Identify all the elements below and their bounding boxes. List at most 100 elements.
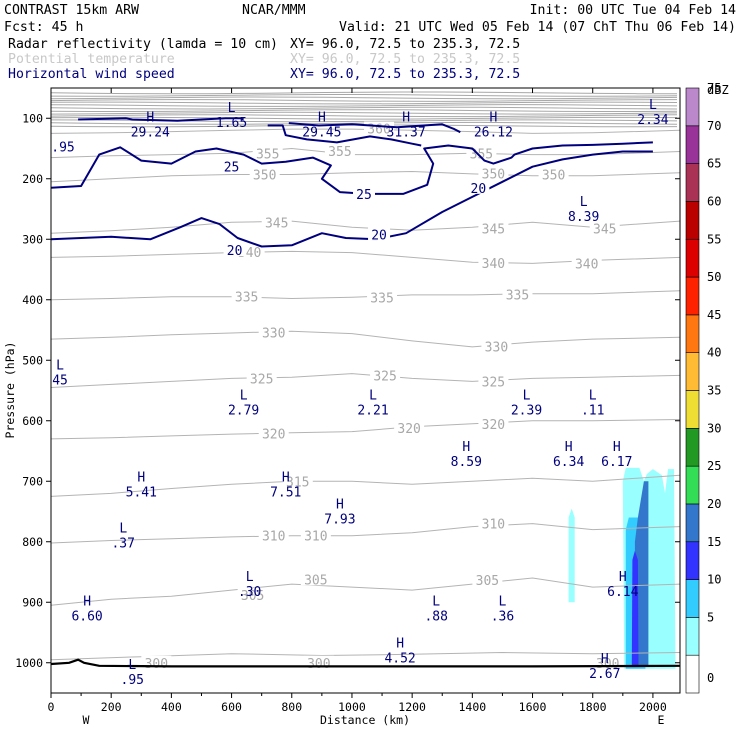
extremum-value-10: 2.21 [357,404,388,419]
theta-label-300-0: 300 [145,657,168,672]
colorbar-label-5: 5 [707,610,714,624]
theta-band-line-2 [51,96,678,100]
x-end-label-west: W [83,713,90,727]
extremum-value-6: 26.12 [474,125,513,140]
extremum-type-27: L [128,658,136,673]
model-title: CONTRAST 15km ARW [4,3,139,18]
theta-label-350-0: 350 [253,169,276,184]
colorbar-swatch-20 [685,503,700,543]
theta-label-bg [367,290,398,304]
colorbar-label-60: 60 [707,194,721,208]
colorbar-swatch-65 [685,163,700,202]
theta-label-bg [252,146,283,160]
extremum-type-21: H [619,570,627,585]
theta-label-bg [258,325,289,339]
x-tick-label-800: 800 [281,700,302,714]
colorbar-swatch-15 [685,541,700,580]
x-end-label-east: E [658,713,665,727]
extremum-type-17: H [282,470,290,485]
colorbar-label-40: 40 [707,346,721,360]
theta-label-bg [300,572,331,586]
theta-label-305-2: 305 [476,574,499,589]
theta-label-355-0: 355 [256,147,279,162]
wind-contour-25c [288,122,461,134]
extremum-value-1: 2.34 [637,113,668,128]
theta-label-325-1: 325 [373,369,396,384]
theta-band-line-8 [51,111,678,115]
y-axis: 100 200 300 400 500 600 700 800 900 1000 [15,111,680,670]
wind-label-bg [223,243,246,257]
theta-line-340 [51,250,680,264]
theta-band-line-9 [51,114,678,118]
y-tick-label-700: 700 [22,474,43,488]
colorbar-swatch-25 [685,465,700,505]
theta-line-345 [51,220,680,234]
theta-line-330 [51,330,680,348]
extremum-type-24: L [499,594,507,609]
field-xy-reflectivity: XY= 96.0, 72.5 to 235.3, 72.5 [290,37,520,52]
colorbar-unit: dBZ [707,83,729,97]
theta-label-310-1: 310 [304,530,327,545]
theta-label-bg [237,587,268,601]
theta-label-325-0: 325 [250,372,273,387]
x-tick-label-600: 600 [221,700,242,714]
theta-label-bg [249,167,280,181]
x-tick-label-200: 200 [101,700,122,714]
y-tick-label-600: 600 [22,414,43,428]
theta-label-bg [589,221,620,235]
reflectivity-region-20dbz-4 [631,550,639,666]
colorbar-swatch-5 [685,617,700,656]
theta-band-line-10 [51,116,678,120]
x-tick-label-2000: 2000 [639,700,667,714]
x-axis: 0 200 400 600 800 1000 1200 1400 1600 1800 2000 [48,88,667,714]
field-name-wind: Horizontal wind speed [8,67,175,82]
y-axis-label: Pressure (hPa) [3,342,17,439]
colorbar-label-10: 10 [707,573,721,587]
theta-label-bg [246,371,277,385]
extremum-type-10: L [369,389,377,404]
colorbar-label-45: 45 [707,308,721,322]
terrain-surface-line [51,658,680,668]
field-xy-theta: XY= 96.0, 72.5 to 235.3, 72.5 [290,52,520,67]
colorbar-label-65: 65 [707,157,721,171]
colorbar-label-75: 75 [707,81,721,95]
wind-label-bg [368,227,391,241]
theta-label-330-1: 330 [485,340,508,355]
theta-line-315 [51,474,680,497]
extremum-value-13: 8.59 [451,455,482,470]
theta-label-300-2: 300 [596,657,619,672]
theta-label-355-1: 355 [328,145,351,160]
extremum-value-16: 5.41 [126,485,157,500]
theta-label-bg [370,368,401,382]
theta-label-bg [538,167,569,181]
extremum-type-19: L [119,522,127,537]
extremum-type-14: H [565,440,573,455]
theta-label-bg [478,416,509,430]
wind-contour-25d [267,124,422,147]
wind-label-20-2: 20 [471,182,487,197]
theta-label-bg [478,374,509,388]
reflectivity-region-5dbz-0 [568,508,575,603]
theta-label-305-1: 305 [304,573,327,588]
theta-line-335 [51,290,680,301]
extremum-value-27: .95 [121,673,144,688]
theta-label-335-1: 335 [370,291,393,306]
extremum-type-18: H [336,497,344,512]
theta-label-345-2: 345 [593,222,616,237]
colorbar-swatch-35 [685,390,700,429]
y-tick-label-900: 900 [22,595,43,609]
theta-label-350-2: 350 [542,169,565,184]
colorbar-label-35: 35 [707,384,721,398]
y-tick-label-800: 800 [22,535,43,549]
theta-band-line-4 [51,101,678,105]
y-tick-label-300: 300 [22,232,43,246]
extremum-type-6: H [489,110,497,125]
theta-label-bg [258,426,289,440]
wind-label-20-1: 20 [371,228,387,243]
extremum-type-1: L [649,98,657,113]
terrain-line [51,658,680,668]
extremum-type-5: H [402,110,410,125]
theta-label-bg [282,474,313,488]
theta-label-bg [478,516,509,530]
